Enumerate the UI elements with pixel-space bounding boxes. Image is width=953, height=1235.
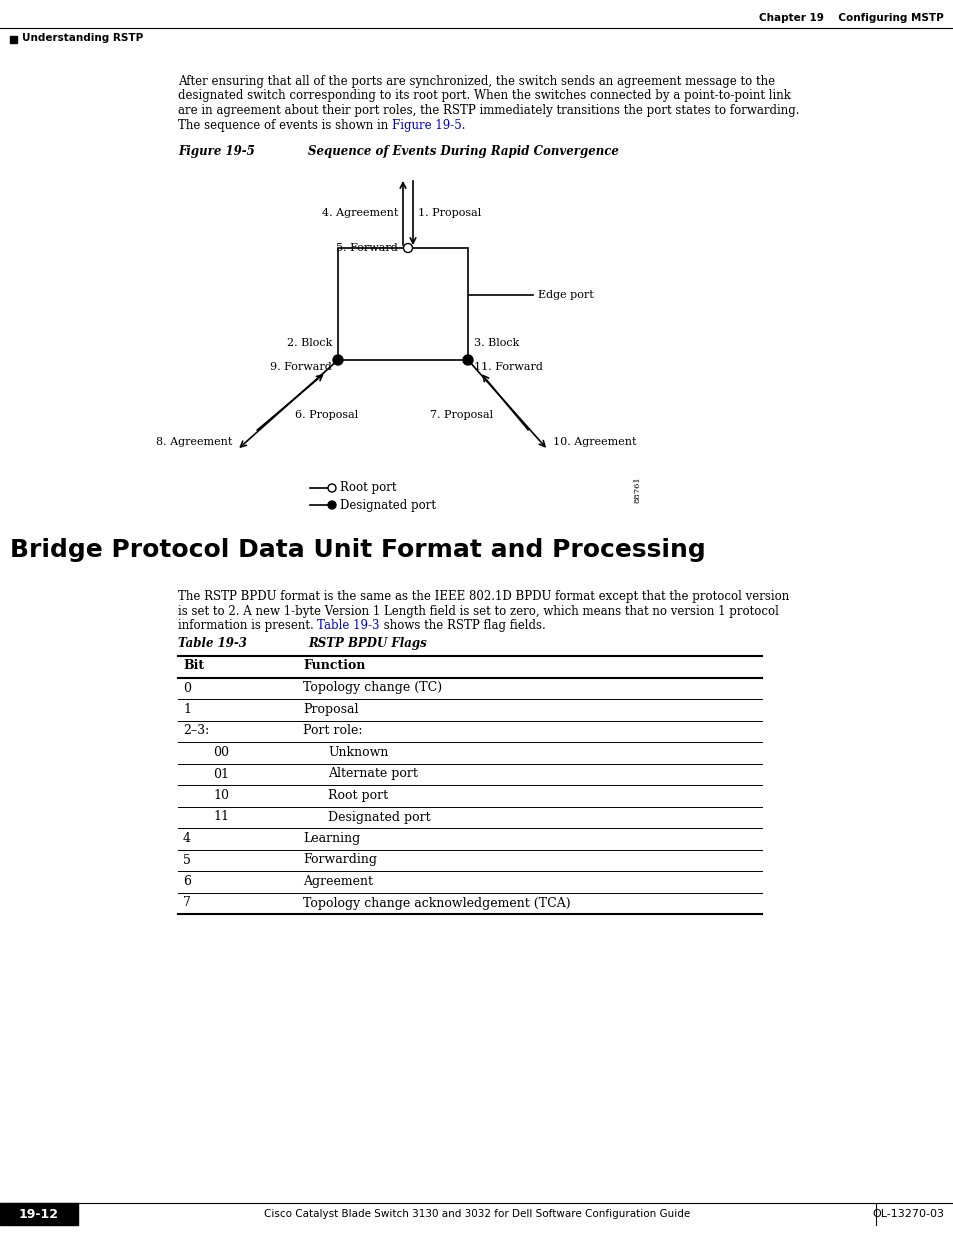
Text: Proposal: Proposal bbox=[303, 703, 358, 716]
Circle shape bbox=[333, 354, 343, 366]
Text: RSTP BPDU Flags: RSTP BPDU Flags bbox=[308, 637, 426, 650]
Text: 10. Agreement: 10. Agreement bbox=[553, 437, 636, 447]
Bar bbox=[10, 36, 17, 43]
Text: 2. Block: 2. Block bbox=[286, 338, 332, 348]
Text: Topology change acknowledgement (TCA): Topology change acknowledgement (TCA) bbox=[303, 897, 570, 909]
Text: 6: 6 bbox=[183, 876, 191, 888]
Text: Function: Function bbox=[303, 659, 365, 672]
Text: 10: 10 bbox=[213, 789, 229, 802]
Text: Port role:: Port role: bbox=[303, 725, 362, 737]
Text: 6. Proposal: 6. Proposal bbox=[295, 410, 358, 420]
Text: 4: 4 bbox=[183, 832, 191, 845]
Text: Table 19-3: Table 19-3 bbox=[317, 619, 379, 632]
Text: 1: 1 bbox=[183, 703, 191, 716]
Text: Root port: Root port bbox=[328, 789, 388, 802]
Text: Bridge Protocol Data Unit Format and Processing: Bridge Protocol Data Unit Format and Pro… bbox=[10, 538, 705, 562]
Text: Bit: Bit bbox=[183, 659, 204, 672]
Circle shape bbox=[328, 501, 335, 509]
Text: are in agreement about their port roles, the RSTP immediately transitions the po: are in agreement about their port roles,… bbox=[178, 104, 799, 117]
Text: Designated port: Designated port bbox=[339, 499, 436, 511]
Text: 19-12: 19-12 bbox=[19, 1208, 59, 1220]
Circle shape bbox=[328, 484, 335, 492]
Text: 01: 01 bbox=[213, 767, 229, 781]
Text: Forwarding: Forwarding bbox=[303, 853, 376, 867]
Text: Figure 19-5.: Figure 19-5. bbox=[392, 119, 465, 131]
Text: 3. Block: 3. Block bbox=[474, 338, 518, 348]
Bar bbox=[0, 1203, 78, 1225]
Text: 88761: 88761 bbox=[634, 477, 641, 504]
Text: Table 19-3: Table 19-3 bbox=[178, 637, 247, 650]
Text: Cisco Catalyst Blade Switch 3130 and 3032 for Dell Software Configuration Guide: Cisco Catalyst Blade Switch 3130 and 303… bbox=[264, 1209, 689, 1219]
Circle shape bbox=[462, 354, 473, 366]
Text: information is present.: information is present. bbox=[178, 619, 317, 632]
Text: is set to 2. A new 1-byte Version 1 Length field is set to zero, which means tha: is set to 2. A new 1-byte Version 1 Leng… bbox=[178, 604, 778, 618]
Text: The RSTP BPDU format is the same as the IEEE 802.1D BPDU format except that the : The RSTP BPDU format is the same as the … bbox=[178, 590, 788, 603]
Text: Topology change (TC): Topology change (TC) bbox=[303, 682, 441, 694]
Text: Sequence of Events During Rapid Convergence: Sequence of Events During Rapid Converge… bbox=[308, 144, 618, 158]
Text: 1. Proposal: 1. Proposal bbox=[417, 207, 480, 219]
Text: Edge port: Edge port bbox=[537, 290, 593, 300]
Text: 11: 11 bbox=[213, 810, 229, 824]
Text: Understanding RSTP: Understanding RSTP bbox=[22, 33, 143, 43]
Text: Designated port: Designated port bbox=[328, 810, 430, 824]
Text: 11. Forward: 11. Forward bbox=[474, 362, 542, 372]
Text: 0: 0 bbox=[183, 682, 191, 694]
Text: After ensuring that all of the ports are synchronized, the switch sends an agree: After ensuring that all of the ports are… bbox=[178, 75, 774, 88]
Text: 5: 5 bbox=[183, 853, 191, 867]
Text: Alternate port: Alternate port bbox=[328, 767, 417, 781]
Text: Root port: Root port bbox=[339, 482, 396, 494]
Text: 7: 7 bbox=[183, 897, 191, 909]
Text: 5. Forward: 5. Forward bbox=[335, 243, 397, 253]
Text: 00: 00 bbox=[213, 746, 229, 760]
Text: 9. Forward: 9. Forward bbox=[270, 362, 332, 372]
Text: designated switch corresponding to its root port. When the switches connected by: designated switch corresponding to its r… bbox=[178, 89, 790, 103]
Bar bbox=[337, 248, 468, 359]
Text: shows the RSTP flag fields.: shows the RSTP flag fields. bbox=[379, 619, 545, 632]
Text: OL-13270-03: OL-13270-03 bbox=[871, 1209, 943, 1219]
Text: 8. Agreement: 8. Agreement bbox=[155, 437, 232, 447]
Circle shape bbox=[403, 243, 412, 252]
Text: 4. Agreement: 4. Agreement bbox=[321, 207, 397, 219]
Text: Chapter 19    Configuring MSTP: Chapter 19 Configuring MSTP bbox=[759, 14, 943, 23]
Text: Unknown: Unknown bbox=[328, 746, 388, 760]
Text: 2–3:: 2–3: bbox=[183, 725, 209, 737]
Text: Agreement: Agreement bbox=[303, 876, 373, 888]
Text: Figure 19-5: Figure 19-5 bbox=[178, 144, 254, 158]
Text: Learning: Learning bbox=[303, 832, 360, 845]
Text: 7. Proposal: 7. Proposal bbox=[430, 410, 493, 420]
Text: The sequence of events is shown in: The sequence of events is shown in bbox=[178, 119, 392, 131]
